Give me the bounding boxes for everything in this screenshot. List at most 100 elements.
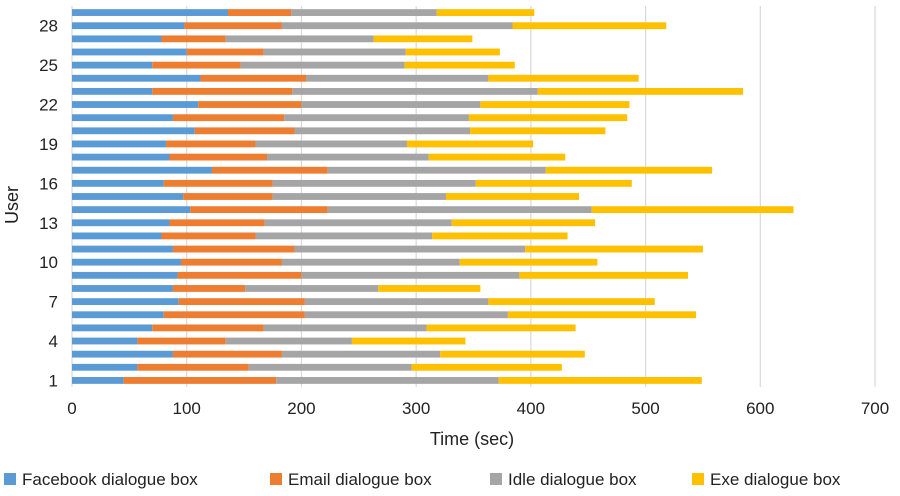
bar-user-7-series-3 (488, 298, 655, 306)
bar-user-18-series-2 (267, 153, 429, 161)
bar-user-29-series-2 (291, 9, 437, 16)
bar-user-23-series-0 (72, 87, 153, 95)
bar-user-2-series-3 (411, 363, 562, 371)
bar-user-14-series-1 (190, 206, 328, 214)
bar-user-28-series-2 (281, 22, 513, 30)
bar-user-4-series-3 (351, 337, 466, 345)
bar-user-6-series-3 (507, 311, 697, 319)
bar-user-1-series-3 (498, 377, 702, 384)
x-axis-title: Time (sec) (430, 429, 514, 449)
x-tick-label-6: 600 (746, 399, 774, 418)
bar-user-13-series-2 (264, 219, 452, 227)
y-tick-label-25: 25 (39, 56, 58, 75)
bar-user-10-series-2 (281, 258, 460, 266)
bar-user-8-series-0 (72, 285, 173, 292)
bar-user-3-series-2 (281, 350, 441, 358)
bar-user-20-series-3 (470, 127, 606, 135)
bar-user-13-series-1 (169, 219, 265, 227)
y-tick-label-19: 19 (39, 135, 58, 154)
bar-user-12-series-0 (72, 232, 162, 240)
bar-user-3-series-3 (440, 350, 585, 358)
bar-user-10-series-1 (180, 258, 282, 266)
bar-user-22-series-3 (480, 101, 630, 108)
y-tick-label-28: 28 (39, 17, 58, 36)
bar-user-19-series-1 (166, 140, 256, 148)
bar-user-17-series-3 (545, 166, 713, 174)
legend: Facebook dialogue box Email dialogue box I… (4, 470, 841, 489)
x-tick-label-2: 200 (287, 399, 315, 418)
bar-user-8-series-1 (172, 285, 246, 292)
bar-user-4-series-1 (137, 337, 226, 345)
bar-user-19-series-0 (72, 140, 167, 148)
bar-user-23-series-1 (152, 87, 293, 95)
y-tick-label-7: 7 (49, 293, 58, 312)
bar-user-25-series-2 (240, 61, 405, 69)
x-tick-label-0: 0 (67, 399, 76, 418)
bar-user-6-series-0 (72, 311, 164, 319)
bar-user-18-series-1 (169, 153, 268, 161)
bar-user-1-series-1 (123, 377, 277, 384)
x-axis-ticks: 0 100 200 300 400 500 600 700 (67, 399, 889, 418)
y-tick-label-1: 1 (49, 371, 58, 390)
y-tick-label-10: 10 (39, 253, 58, 272)
bar-user-1-series-0 (72, 377, 124, 384)
bar-user-14-series-3 (591, 206, 794, 214)
bar-user-15-series-0 (72, 193, 184, 200)
bars (72, 9, 794, 384)
bar-user-21-series-0 (72, 114, 173, 122)
bar-user-2-series-2 (248, 363, 412, 371)
bar-user-11-series-3 (525, 245, 703, 253)
bar-user-20-series-1 (194, 127, 295, 135)
bar-user-14-series-2 (327, 206, 592, 214)
bar-user-3-series-0 (72, 350, 173, 358)
bar-user-10-series-3 (459, 258, 598, 266)
x-tick-label-7: 700 (861, 399, 889, 418)
bar-user-2-series-0 (72, 363, 138, 371)
bar-user-20-series-0 (72, 127, 195, 135)
bar-user-5-series-3 (426, 324, 576, 332)
bar-user-24-series-2 (306, 74, 489, 82)
bar-user-6-series-1 (163, 311, 305, 319)
bar-user-9-series-1 (177, 271, 302, 279)
legend-label-3: Exe dialogue box (710, 470, 841, 489)
legend-swatch-2 (490, 473, 502, 485)
bar-user-24-series-1 (200, 74, 307, 82)
bar-user-20-series-2 (294, 127, 471, 135)
bar-user-5-series-1 (152, 324, 264, 332)
bar-user-24-series-3 (488, 74, 639, 82)
bar-user-8-series-2 (245, 285, 379, 292)
bar-user-22-series-2 (301, 101, 481, 108)
bar-user-26-series-3 (405, 48, 500, 56)
bar-user-19-series-2 (255, 140, 407, 148)
bar-user-23-series-2 (292, 87, 538, 95)
bar-user-11-series-2 (294, 245, 526, 253)
bar-user-25-series-1 (152, 61, 241, 69)
legend-swatch-0 (4, 473, 16, 485)
bar-user-9-series-3 (519, 271, 689, 279)
bar-user-10-series-0 (72, 258, 181, 266)
bar-user-9-series-0 (72, 271, 178, 279)
bar-user-24-series-0 (72, 74, 201, 82)
bar-user-26-series-1 (186, 48, 264, 56)
y-axis-ticks: 1 4 7 10 13 16 19 22 25 28 (39, 17, 58, 391)
bar-user-11-series-0 (72, 245, 173, 253)
bar-user-4-series-0 (72, 337, 138, 345)
y-tick-label-13: 13 (39, 214, 58, 233)
bar-user-22-series-1 (198, 101, 302, 108)
y-tick-label-22: 22 (39, 96, 58, 115)
bar-user-14-series-0 (72, 206, 191, 214)
bar-user-16-series-3 (475, 179, 632, 187)
bar-user-6-series-2 (304, 311, 508, 319)
x-tick-label-3: 300 (402, 399, 430, 418)
bar-user-28-series-0 (72, 22, 185, 30)
bar-user-29-series-1 (228, 9, 292, 16)
bar-user-17-series-2 (327, 166, 546, 174)
bar-user-5-series-0 (72, 324, 153, 332)
bar-user-27-series-0 (72, 35, 162, 43)
bar-user-21-series-1 (172, 114, 285, 122)
bar-user-12-series-2 (255, 232, 433, 240)
bar-user-15-series-1 (183, 193, 273, 200)
legend-label-0: Facebook dialogue box (22, 470, 198, 489)
bar-user-1-series-2 (276, 377, 499, 384)
